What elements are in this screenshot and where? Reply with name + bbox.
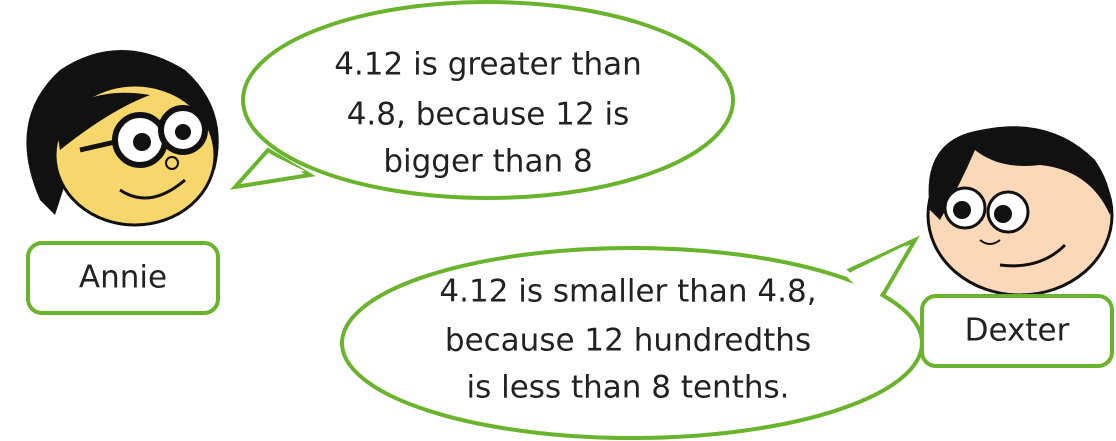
annie-face	[26, 50, 218, 225]
dexter-face	[928, 126, 1112, 295]
scene: Annie Dexter 4.12 is greater than 4.8, b…	[0, 0, 1116, 441]
speech-line: 4.12 is smaller than 4.8,	[439, 274, 816, 310]
character-name: Dexter	[965, 313, 1070, 349]
speech-line: is less than 8 tenths.	[466, 370, 789, 406]
speech-line: 4.8, because 12 is	[347, 97, 630, 133]
speech-line: bigger than 8	[383, 144, 592, 180]
speech-line: because 12 hundredths	[445, 323, 811, 359]
speech-line: 4.12 is greater than	[334, 47, 642, 83]
character-name: Annie	[79, 260, 167, 296]
